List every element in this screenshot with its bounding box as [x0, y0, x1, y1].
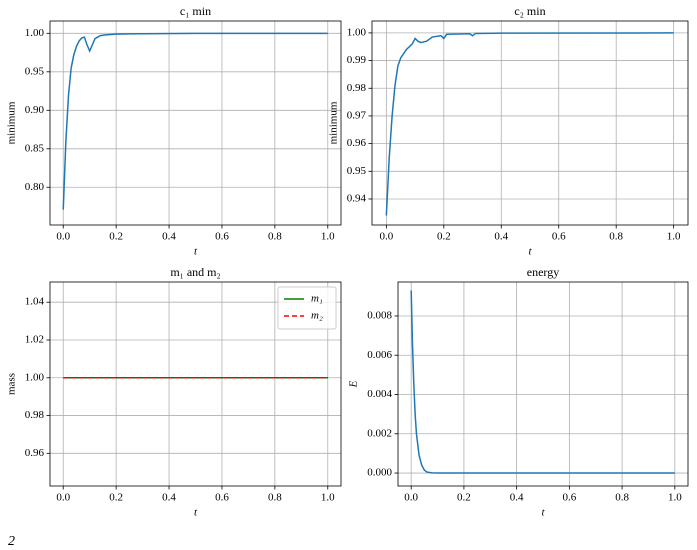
y-tick-label: 0.002: [367, 427, 392, 439]
y-tick-label: 0.98: [347, 82, 367, 94]
x-tick-label: 1.0: [668, 492, 682, 504]
y-tick-label: 0.98: [25, 409, 45, 421]
data-line: [62, 32, 328, 210]
y-tick-label: 0.96: [347, 137, 367, 149]
x-tick-label: 1.0: [667, 231, 681, 243]
axes-frame: [397, 281, 689, 487]
x-tick-label: 1.0: [321, 231, 335, 243]
y-tick-label: 1.02: [25, 334, 44, 346]
x-tick-label: 0.8: [268, 492, 282, 504]
y-tick-label: 0.80: [25, 181, 45, 193]
x-tick-label: 0.0: [404, 492, 418, 504]
y-tick-label: 0.97: [347, 109, 367, 121]
y-axis-label: mass: [6, 373, 18, 395]
x-tick-label: 0.8: [615, 492, 629, 504]
y-axis-label: E: [348, 380, 360, 388]
y-tick-label: 1.00: [347, 26, 367, 38]
x-tick-label: 0.0: [379, 231, 393, 243]
x-axis-label: t: [194, 246, 198, 258]
x-axis-label: t: [194, 507, 198, 519]
y-tick-label: 1.00: [25, 27, 45, 39]
x-tick-label: 0.2: [437, 231, 451, 243]
axes-frame: [49, 281, 342, 487]
y-tick-label: 0.96: [25, 447, 45, 459]
x-tick-label: 0.8: [268, 231, 282, 243]
y-tick-label: 0.008: [367, 309, 392, 321]
x-axis-label: t: [528, 246, 532, 258]
y-tick-label: 0.000: [367, 467, 392, 479]
y-tick-label: 0.95: [347, 165, 367, 177]
x-tick-label: 0.0: [56, 231, 70, 243]
x-axis-label: t: [541, 507, 545, 519]
caption: 2: [8, 534, 15, 549]
chart-title: c₂ min: [514, 4, 545, 18]
x-tick-label: 0.0: [56, 492, 70, 504]
axes-frame: [49, 20, 342, 226]
legend-box: [277, 286, 337, 330]
x-tick-label: 0.6: [215, 492, 229, 504]
x-tick-label: 0.2: [457, 492, 471, 504]
x-tick-label: 0.4: [162, 231, 176, 243]
legend-label: m₂: [311, 310, 323, 322]
chart-title: m₁ and m₂: [170, 265, 220, 279]
chart-title: energy: [527, 265, 559, 279]
y-tick-label: 0.90: [25, 104, 45, 116]
x-tick-label: 0.2: [109, 492, 123, 504]
x-tick-label: 0.2: [109, 231, 123, 243]
y-tick-label: 0.006: [367, 349, 392, 361]
x-tick-label: 0.6: [215, 231, 229, 243]
axes-frame: [371, 20, 689, 226]
data-line: [410, 290, 675, 474]
y-tick-label: 0.94: [347, 193, 367, 205]
x-tick-label: 1.0: [321, 492, 335, 504]
y-axis-label: minimum: [6, 101, 18, 144]
y-tick-label: 1.00: [25, 371, 45, 383]
y-tick-label: 0.85: [25, 142, 45, 154]
y-tick-label: 0.99: [347, 54, 367, 66]
x-tick-label: 0.4: [510, 492, 524, 504]
y-axis-label: minimum: [328, 101, 340, 144]
data-line: [385, 32, 674, 216]
x-tick-label: 0.6: [562, 492, 576, 504]
x-tick-label: 0.8: [609, 231, 623, 243]
y-tick-label: 0.004: [367, 388, 392, 400]
y-tick-label: 1.04: [25, 296, 45, 308]
y-tick-label: 0.95: [25, 65, 45, 77]
legend-label: m₁: [311, 293, 323, 305]
x-tick-label: 0.4: [162, 492, 176, 504]
x-tick-label: 0.4: [494, 231, 508, 243]
x-tick-label: 0.6: [552, 231, 566, 243]
chart-title: c₁ min: [180, 4, 211, 18]
